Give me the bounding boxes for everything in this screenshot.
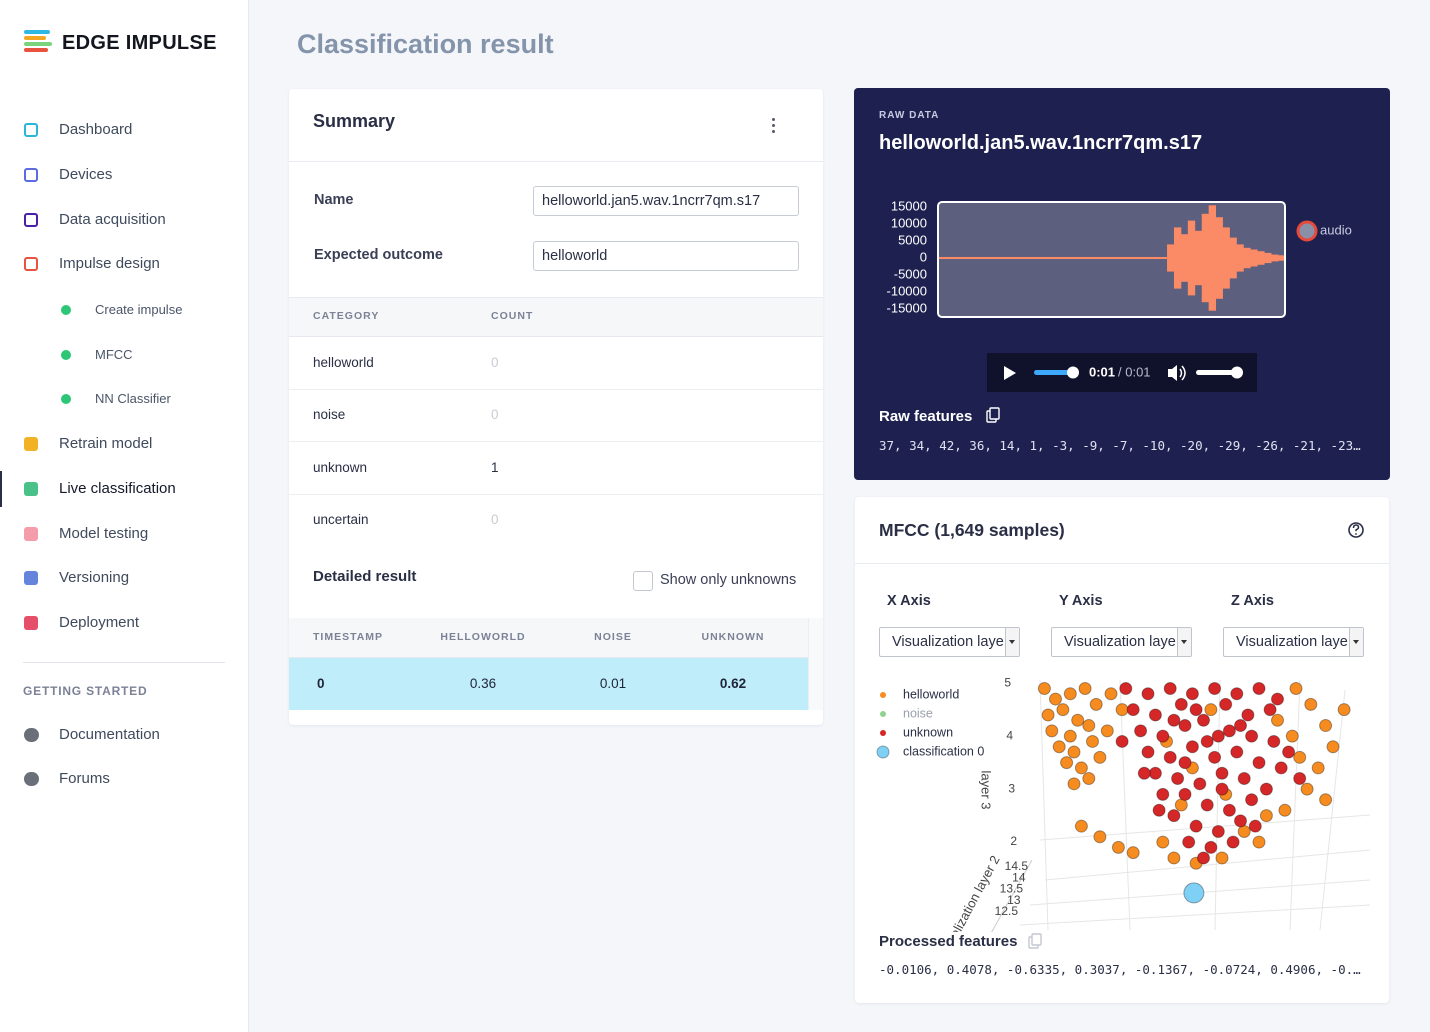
field-label: Expected outcome	[314, 247, 443, 263]
sample-title: helloworld.jan5.wav.1ncrr7qm.s17	[879, 132, 1203, 154]
category-cell: noise	[313, 407, 346, 423]
result-cell: 0.62	[719, 676, 747, 691]
logo-bar	[24, 48, 48, 52]
column-header: UNKNOWN	[701, 631, 765, 643]
count-cell: 0	[491, 407, 499, 423]
raw-features: 37, 34, 42, 36, 14, 1, -3, -9, -7, -10, …	[879, 438, 1362, 453]
column-header: CATEGORY	[313, 310, 380, 322]
logo-text: EDGE IMPULSE	[62, 32, 217, 54]
kebab-dot	[772, 129, 775, 133]
nav-item[interactable]: Impulse design	[59, 255, 160, 272]
features-title: Raw features	[879, 408, 973, 425]
table-header	[289, 297, 823, 337]
processed-features: -0.0106, 0.4078, -0.6335, 0.3037, -0.136…	[879, 962, 1362, 977]
card-title: Summary	[313, 111, 396, 131]
select-arrow	[1005, 628, 1019, 656]
active-marker	[0, 470, 2, 507]
nav-item[interactable]: Model testing	[59, 524, 149, 542]
text-input[interactable]: helloworld.jan5.wav.1ncrr7qm.s17	[533, 186, 799, 216]
nav-item[interactable]: Dashboard	[59, 121, 133, 138]
checkbox[interactable]	[633, 571, 653, 591]
row-divider	[289, 389, 823, 390]
logo-bar	[24, 42, 52, 46]
select-value: Visualization layer 2	[1064, 634, 1176, 650]
selected-row[interactable]	[289, 658, 808, 710]
card-divider	[855, 563, 1389, 564]
axis-select[interactable]: Visualization layer 2	[1051, 627, 1192, 657]
checkbox-label[interactable]: Show only unknowns	[660, 572, 797, 588]
nav-subitem[interactable]: MFCC	[95, 346, 133, 362]
step-dot	[61, 349, 71, 360]
features-title: Processed features	[879, 933, 1018, 950]
axis-label: Y Axis	[1059, 593, 1103, 609]
logo-bar	[24, 36, 46, 40]
column-header: TIMESTAMP	[313, 631, 384, 643]
step-dot	[61, 394, 71, 404]
text-input[interactable]: helloworld	[533, 241, 799, 271]
sidebar-divider	[23, 662, 225, 663]
count-cell: 0	[491, 512, 499, 528]
card-divider	[289, 161, 823, 162]
nav-icon	[24, 481, 38, 496]
axis-label: Z Axis	[1231, 593, 1274, 609]
audio-player[interactable]	[987, 353, 1257, 392]
nav-link[interactable]: Forums	[59, 770, 110, 787]
result-cell: 0	[317, 676, 325, 691]
scrollbar	[808, 618, 823, 710]
card-title: MFCC (1,649 samples)	[879, 520, 1065, 540]
nav-item[interactable]: Live classification	[59, 479, 176, 497]
category-cell: uncertain	[313, 512, 369, 528]
table-header	[289, 618, 808, 658]
select-arrow	[1177, 628, 1191, 656]
section-heading: Detailed result	[313, 568, 417, 585]
kebab-dot	[772, 123, 775, 127]
nav-subitem[interactable]: Create impulse	[95, 302, 183, 317]
page-title: Classification result	[297, 29, 554, 59]
column-header: COUNT	[491, 310, 534, 322]
eyebrow: RAW DATA	[879, 110, 940, 121]
row-divider	[289, 493, 823, 495]
nav-item[interactable]: Versioning	[59, 569, 130, 587]
nav-icon	[24, 616, 38, 631]
nav-item[interactable]: Retrain model	[59, 435, 153, 452]
link-icon	[24, 728, 39, 742]
axis-select[interactable]: Visualization layer 1	[879, 627, 1020, 657]
nav-icon	[24, 526, 38, 541]
nav-item[interactable]: Data acquisition	[59, 211, 166, 228]
select-value: Visualization layer 1	[892, 634, 1004, 650]
section-title: GETTING STARTED	[23, 684, 148, 698]
nav-item[interactable]: Devices	[59, 166, 113, 183]
nav-item[interactable]: Deployment	[59, 614, 140, 632]
field-label: Name	[314, 192, 354, 208]
column-header: HELLOWORLD	[440, 631, 526, 643]
nav-icon	[24, 437, 38, 451]
select-arrow	[1349, 628, 1363, 656]
axis-label: X Axis	[887, 593, 931, 609]
count-cell: 0	[491, 355, 499, 370]
sidebar	[0, 0, 249, 1032]
column-header: NOISE	[594, 631, 632, 643]
step-dot	[61, 305, 71, 315]
nav-icon	[24, 123, 38, 137]
link-icon	[24, 772, 39, 786]
category-cell: unknown	[313, 459, 368, 475]
mfcc-card	[855, 497, 1389, 1003]
row-divider	[289, 441, 823, 443]
nav-icon	[24, 213, 38, 227]
nav-icon	[24, 168, 38, 182]
select-value: Visualization layer 3	[1236, 634, 1348, 650]
nav-icon	[24, 257, 38, 271]
nav-icon	[24, 571, 38, 586]
category-cell: helloworld	[313, 355, 374, 370]
kebab-dot	[772, 117, 775, 121]
result-cell: 0.01	[599, 676, 627, 691]
nav-subitem[interactable]: NN Classifier	[95, 391, 171, 406]
result-cell: 0.36	[469, 676, 497, 691]
axis-select[interactable]: Visualization layer 3	[1223, 627, 1364, 657]
logo-bar	[24, 30, 50, 34]
nav-link[interactable]: Documentation	[59, 726, 160, 743]
count-cell: 1	[491, 459, 499, 475]
